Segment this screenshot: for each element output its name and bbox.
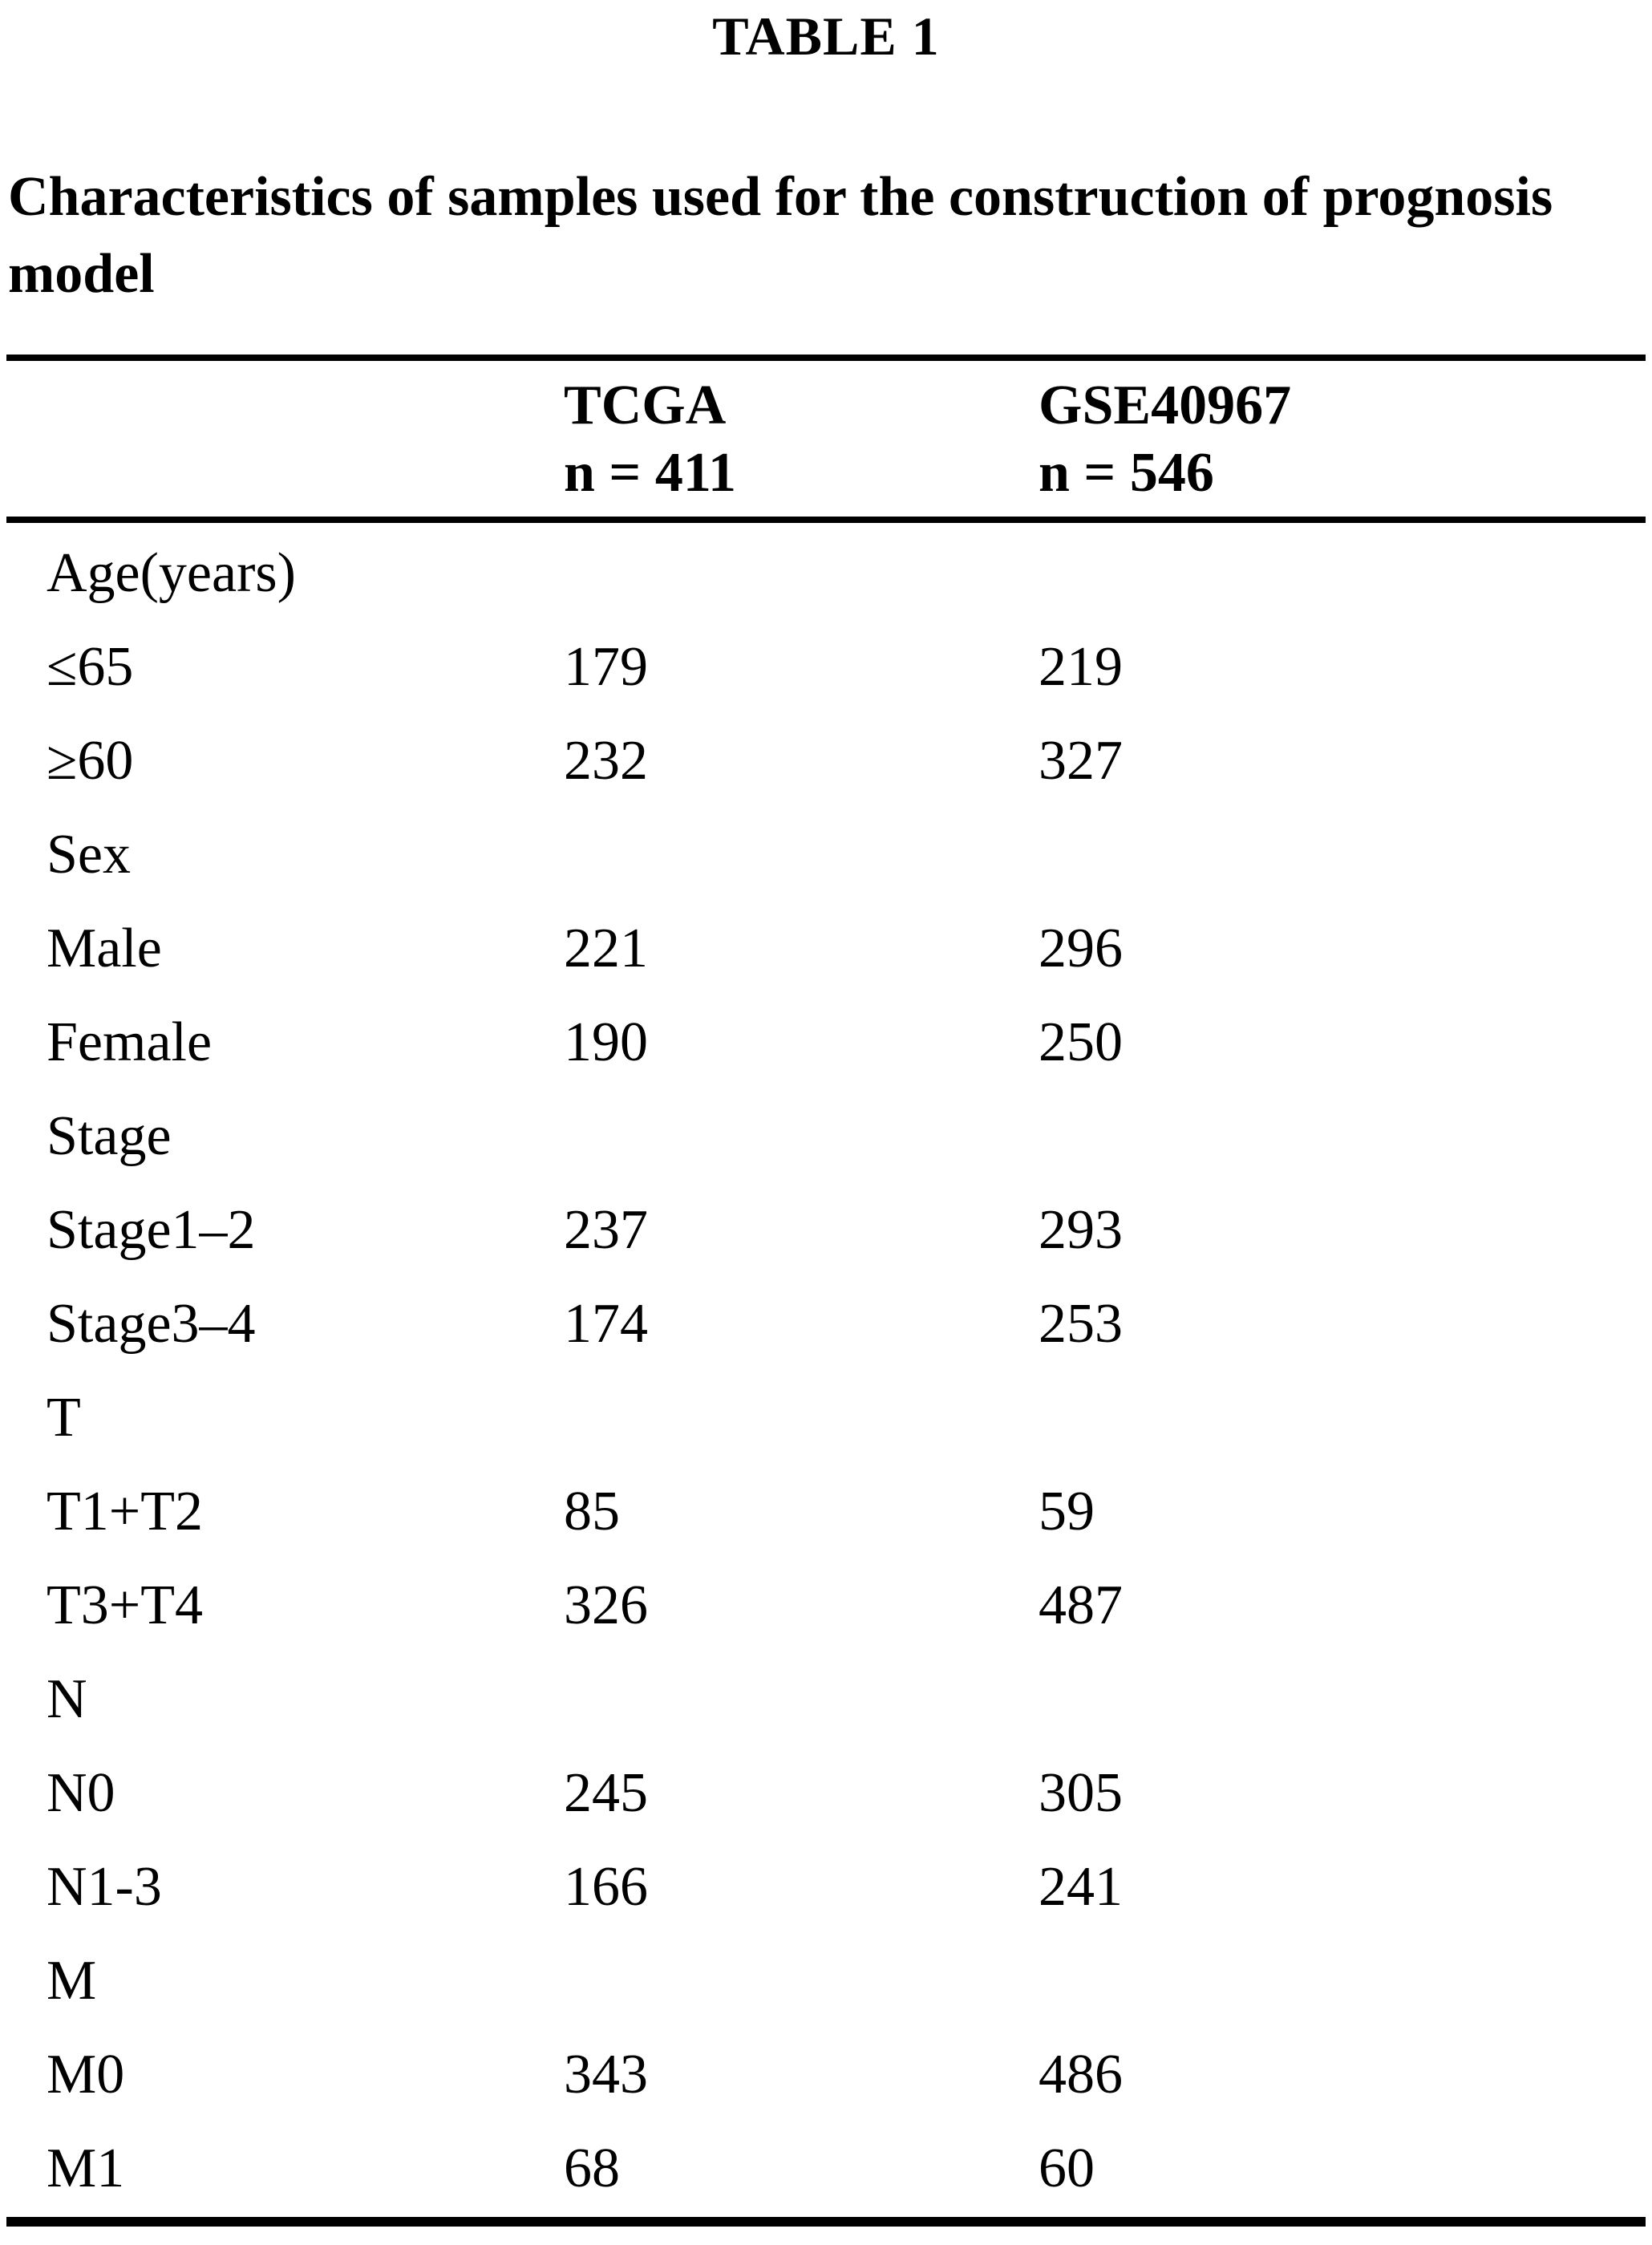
bottom-rule bbox=[6, 2217, 1646, 2227]
cell-tcga: 179 bbox=[564, 636, 648, 698]
header-spacer-cell bbox=[0, 372, 564, 517]
table-row: ≤65 179 219 bbox=[0, 617, 1652, 711]
cell-gse40967 bbox=[1039, 2016, 1652, 2024]
column-header-tcga: TCGA bbox=[564, 375, 727, 436]
cell-gse40967: 296 bbox=[1039, 918, 1123, 979]
cell-gse40967: 486 bbox=[1039, 2044, 1123, 2105]
row-label: T1+T2 bbox=[47, 1481, 203, 1542]
row-label: Sex bbox=[47, 824, 131, 885]
cell-tcga: 326 bbox=[564, 1574, 648, 1636]
table-row: Stage3–4 174 253 bbox=[0, 1274, 1652, 1368]
table-row: Age(years) bbox=[0, 523, 1652, 617]
table-row: T1+T2 85 59 bbox=[0, 1461, 1652, 1555]
row-label: N0 bbox=[47, 1762, 115, 1824]
row-label: N bbox=[47, 1668, 87, 1730]
row-label: Female bbox=[47, 1011, 213, 1073]
row-label: N1-3 bbox=[47, 1856, 162, 1918]
table-row: Stage1–2 237 293 bbox=[0, 1180, 1652, 1274]
top-rule bbox=[6, 355, 1646, 361]
table-row: N0 245 305 bbox=[0, 1743, 1652, 1837]
cell-gse40967 bbox=[1039, 1453, 1652, 1461]
header-cell-gse40967: GSE40967 n = 546 bbox=[1039, 372, 1652, 517]
table-header-row: TCGA n = 411 GSE40967 n = 546 bbox=[0, 361, 1652, 517]
table-row: ≥60 232 327 bbox=[0, 711, 1652, 804]
cell-tcga bbox=[564, 890, 1039, 898]
cell-gse40967: 293 bbox=[1039, 1199, 1123, 1261]
table-row: T3+T4 326 487 bbox=[0, 1555, 1652, 1649]
column-header-gse40967: GSE40967 bbox=[1039, 375, 1292, 436]
caption-line-2: model bbox=[8, 243, 155, 305]
caption-line-1: Characteristics of samples used for the … bbox=[8, 166, 1553, 228]
cell-gse40967 bbox=[1039, 1735, 1652, 1743]
cell-gse40967: 253 bbox=[1039, 1293, 1123, 1355]
row-label: ≥60 bbox=[47, 730, 134, 792]
table-row: T bbox=[0, 1368, 1652, 1461]
table-row: M0 343 486 bbox=[0, 2024, 1652, 2118]
row-label: Stage bbox=[47, 1105, 172, 1167]
table-body: Age(years) ≤65 179 219 ≥60 232 327 Sex Male 221 29… bbox=[0, 523, 1652, 2212]
header-cell-tcga: TCGA n = 411 bbox=[564, 372, 1039, 517]
row-label: M bbox=[47, 1950, 97, 2012]
column-header-gse40967-n: n = 546 bbox=[1039, 442, 1214, 504]
cell-gse40967: 250 bbox=[1039, 1011, 1123, 1073]
cell-tcga: 232 bbox=[564, 730, 648, 792]
row-label: Stage3–4 bbox=[47, 1293, 256, 1355]
cell-gse40967: 305 bbox=[1039, 1762, 1123, 1824]
row-label: M1 bbox=[47, 2138, 125, 2199]
cell-gse40967: 487 bbox=[1039, 1574, 1123, 1636]
row-label: Age(years) bbox=[47, 542, 296, 604]
cell-tcga: 166 bbox=[564, 1856, 648, 1918]
cell-tcga bbox=[564, 1735, 1039, 1743]
cell-tcga: 245 bbox=[564, 1762, 648, 1824]
row-label: T3+T4 bbox=[47, 1574, 203, 1636]
cell-tcga: 237 bbox=[564, 1199, 648, 1261]
cell-tcga: 221 bbox=[564, 918, 648, 979]
cell-tcga: 174 bbox=[564, 1293, 648, 1355]
table-row: N bbox=[0, 1649, 1652, 1743]
table-row: Male 221 296 bbox=[0, 898, 1652, 992]
row-label: T bbox=[47, 1387, 81, 1449]
cell-gse40967 bbox=[1039, 1172, 1652, 1180]
header-rule bbox=[6, 517, 1646, 523]
cell-tcga bbox=[564, 1453, 1039, 1461]
row-label: M0 bbox=[47, 2044, 125, 2105]
cell-tcga: 68 bbox=[564, 2138, 620, 2199]
cell-tcga: 190 bbox=[564, 1011, 648, 1073]
row-label: Male bbox=[47, 918, 162, 979]
table-row: N1-3 166 241 bbox=[0, 1837, 1652, 1931]
cell-gse40967: 327 bbox=[1039, 730, 1123, 792]
cell-tcga: 343 bbox=[564, 2044, 648, 2105]
cell-tcga bbox=[564, 609, 1039, 617]
cell-tcga bbox=[564, 1172, 1039, 1180]
table-number-title: TABLE 1 bbox=[712, 6, 940, 67]
table-row: M1 68 60 bbox=[0, 2118, 1652, 2212]
cell-tcga: 85 bbox=[564, 1481, 620, 1542]
row-label: Stage1–2 bbox=[47, 1199, 256, 1261]
cell-gse40967: 241 bbox=[1039, 1856, 1123, 1918]
row-label: ≤65 bbox=[47, 636, 134, 698]
table-row: Stage bbox=[0, 1086, 1652, 1180]
table-row: Female 190 250 bbox=[0, 992, 1652, 1086]
cell-gse40967 bbox=[1039, 609, 1652, 617]
cell-gse40967 bbox=[1039, 890, 1652, 898]
table-row: M bbox=[0, 1931, 1652, 2024]
cell-tcga bbox=[564, 2016, 1039, 2024]
table-row: Sex bbox=[0, 804, 1652, 898]
cell-gse40967: 60 bbox=[1039, 2138, 1095, 2199]
cell-gse40967: 219 bbox=[1039, 636, 1123, 698]
column-header-tcga-n: n = 411 bbox=[564, 442, 736, 504]
table-caption: Characteristics of samples used for the … bbox=[0, 159, 1652, 313]
cell-gse40967: 59 bbox=[1039, 1481, 1095, 1542]
